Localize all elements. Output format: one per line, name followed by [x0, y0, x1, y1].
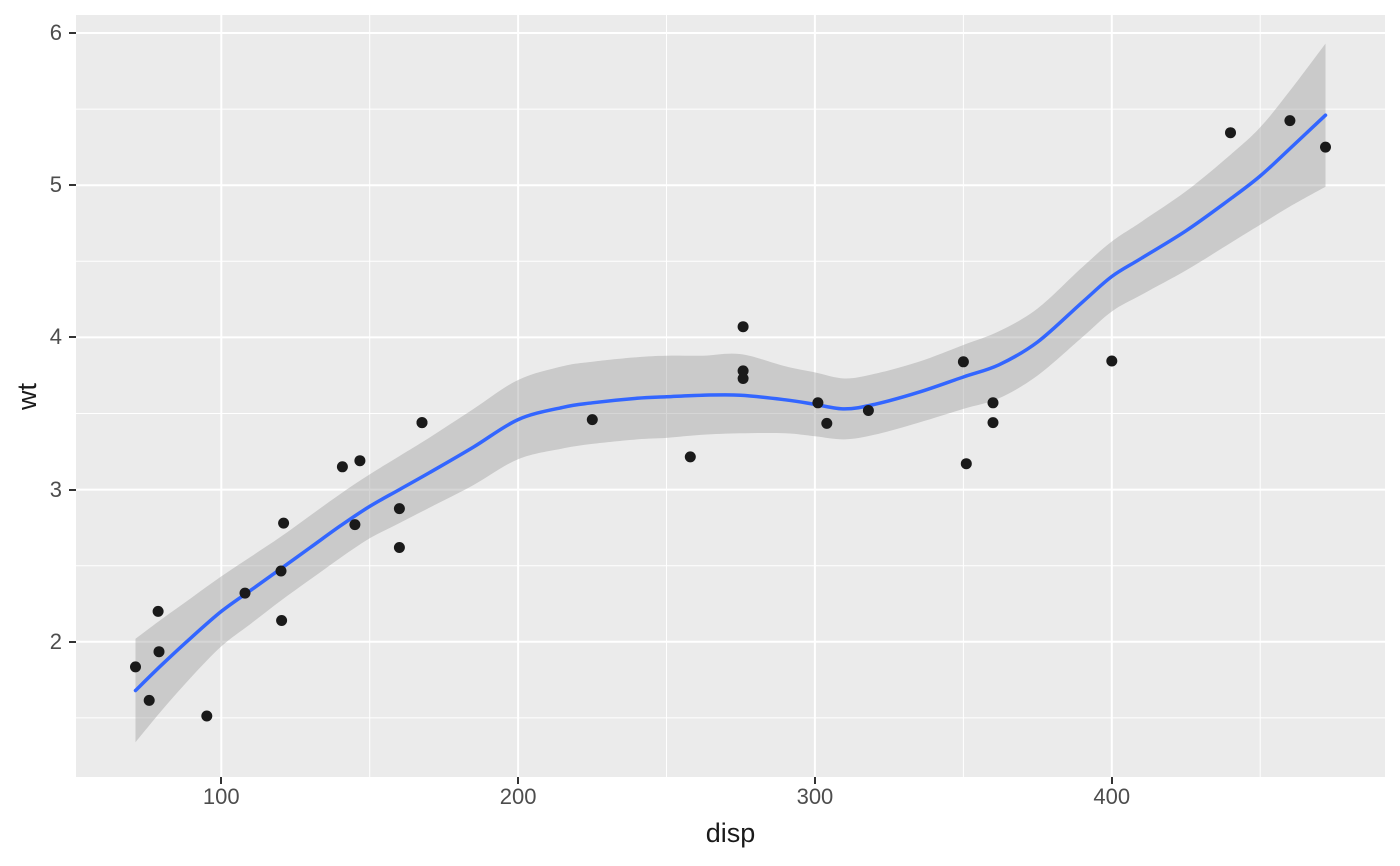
trend-line — [133, 113, 1328, 693]
data-point — [684, 451, 696, 463]
data-point — [586, 414, 598, 426]
data-point — [987, 397, 999, 409]
y-tick-mark — [69, 336, 76, 339]
data-point — [1320, 141, 1331, 153]
x-tick-mark — [517, 777, 520, 784]
data-point — [737, 321, 749, 333]
data-point — [143, 694, 155, 706]
plot-panel — [76, 15, 1385, 777]
x-tick-label: 200 — [499, 784, 537, 809]
y-tick-mark — [69, 640, 76, 643]
y-tick-label: 4 — [49, 324, 62, 350]
data-point — [812, 397, 824, 409]
data-point — [393, 542, 405, 553]
x-tick-label: 300 — [796, 784, 834, 809]
data-point — [201, 710, 213, 722]
y-tick-mark — [69, 31, 76, 34]
y-tick-mark — [69, 488, 76, 491]
data-point — [821, 417, 833, 429]
x-tick-mark — [813, 777, 816, 784]
y-tick-label: 5 — [49, 172, 62, 198]
y-axis-title-area: wt — [0, 0, 54, 792]
x-axis-title: disp — [705, 818, 756, 848]
confidence-ribbon — [135, 43, 1326, 743]
y-tick-label: 3 — [49, 476, 62, 502]
data-point — [354, 455, 366, 467]
data-point — [1225, 127, 1236, 139]
data-point — [737, 373, 749, 384]
data-point — [336, 461, 348, 473]
data-point — [1284, 115, 1296, 127]
data-point — [239, 587, 251, 599]
data-point — [416, 417, 428, 429]
data-point — [862, 405, 874, 416]
data-point — [393, 503, 405, 515]
y-tick-label: 6 — [49, 19, 62, 45]
data-point — [275, 565, 287, 577]
data-point — [153, 646, 165, 658]
chart-canvas — [76, 15, 1385, 777]
data-point — [960, 458, 972, 470]
y-tick-mark — [69, 184, 76, 187]
data-point — [130, 661, 141, 673]
data-point — [152, 605, 164, 617]
x-tick-label: 100 — [202, 784, 240, 809]
data-point — [957, 356, 969, 368]
data-point — [737, 365, 749, 377]
y-tick-label: 2 — [49, 628, 62, 654]
y-axis-title: wt — [11, 382, 42, 410]
data-point — [349, 519, 361, 531]
data-point — [278, 517, 290, 529]
x-tick-mark — [220, 777, 223, 784]
data-point — [276, 615, 288, 626]
data-point — [1106, 355, 1118, 367]
x-tick-mark — [1110, 777, 1113, 784]
data-point — [987, 417, 999, 429]
x-tick-label: 400 — [1093, 784, 1131, 809]
